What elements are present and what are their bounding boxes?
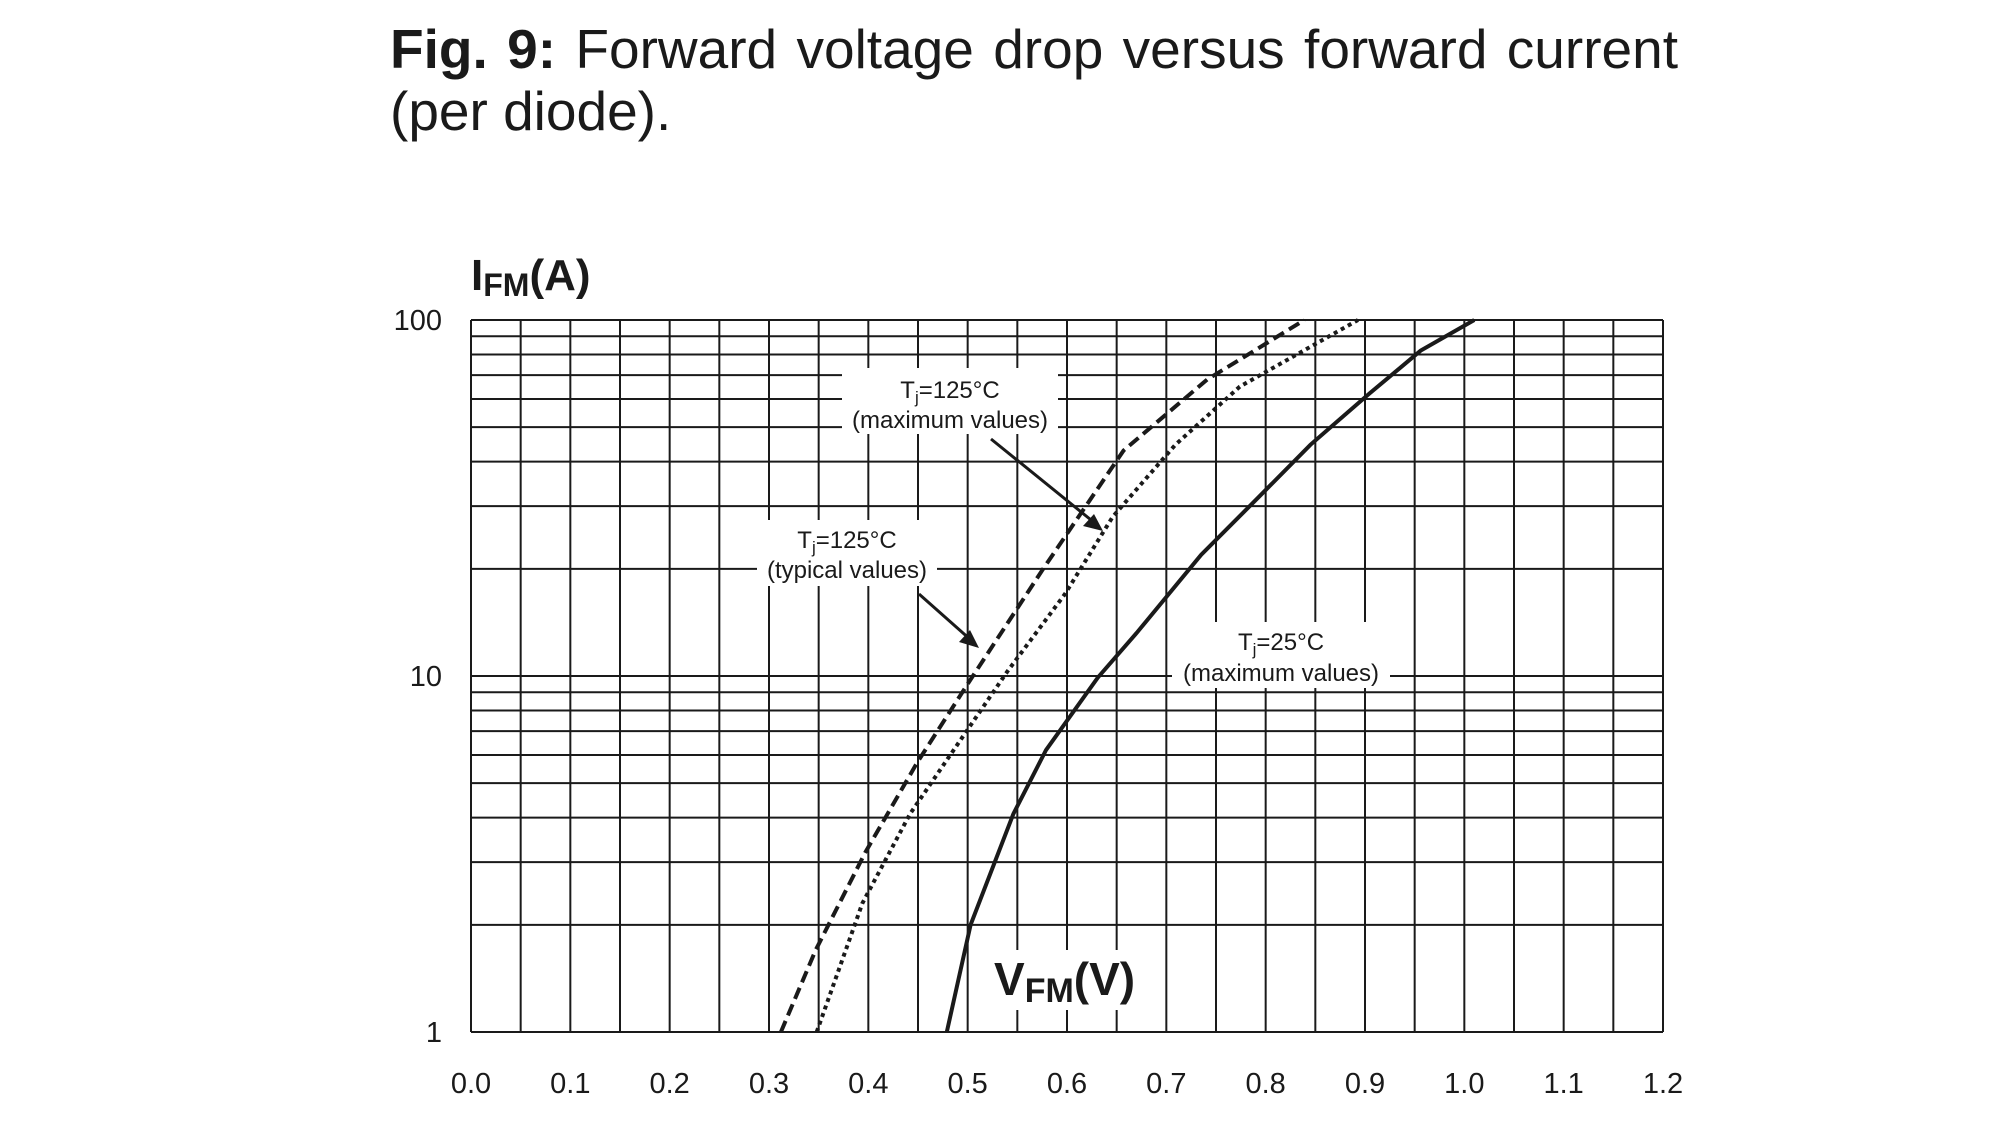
x-tick-label: 0.9	[1345, 1068, 1385, 1100]
x-tick-label: 1.1	[1544, 1068, 1584, 1100]
svg-text:Tj=25°C: Tj=25°C	[1238, 629, 1324, 659]
arrow-icon	[990, 437, 1097, 526]
x-tick-label: 0.4	[848, 1068, 888, 1100]
x-tick-label: 0.6	[1047, 1068, 1087, 1100]
grid	[470, 319, 1664, 1033]
x-tick-label: 0.1	[550, 1068, 590, 1100]
arrow-icon	[918, 592, 973, 643]
svg-text:(maximum values): (maximum values)	[1183, 660, 1379, 687]
figure-label: Fig. 9:	[390, 18, 557, 80]
x-axis-label: VFM(V)	[990, 950, 1140, 1010]
y-axis-label: IFM(A)	[471, 251, 591, 303]
annotation-125c-typical: Tj=125°C (typical values)	[757, 520, 979, 648]
y-tick-label: 10	[410, 661, 442, 693]
svg-text:Tj=125°C: Tj=125°C	[797, 527, 896, 557]
x-tick-label: 0.8	[1246, 1068, 1286, 1100]
svg-text:(typical values): (typical values)	[767, 557, 927, 584]
x-tick-label: 1.2	[1643, 1068, 1683, 1100]
series-line-solid	[944, 318, 1476, 1033]
svg-text:VFM(V): VFM(V)	[994, 953, 1135, 1010]
figure-caption-text: Forward voltage drop versus forward curr…	[390, 18, 1678, 142]
svg-text:(maximum values): (maximum values)	[852, 407, 1048, 434]
curves	[779, 318, 1476, 1033]
figure-caption: Fig. 9: Forward voltage drop versus forw…	[390, 18, 1678, 142]
y-tick-label: 1	[426, 1017, 442, 1049]
x-tick-label: 0.3	[749, 1068, 789, 1100]
series-line-dashed	[779, 318, 1306, 1033]
annotation-25c-max: Tj=25°C (maximum values)	[1172, 622, 1390, 688]
annotation-125c-max: Tj=125°C (maximum values)	[842, 368, 1103, 531]
x-tick-label: 0.2	[650, 1068, 690, 1100]
svg-text:Tj=125°C: Tj=125°C	[900, 377, 999, 407]
x-tick-label: 1.0	[1444, 1068, 1484, 1100]
x-tick-label: 0.0	[451, 1068, 491, 1100]
x-tick-label: 0.7	[1146, 1068, 1186, 1100]
y-tick-label: 100	[394, 305, 442, 337]
x-tick-label: 0.5	[948, 1068, 988, 1100]
tick-labels: 0.0 0.1 0.2 0.3 0.4 0.5 0.6 0.7 0.8 0.9 1.0 1.1 1.2 1…	[394, 305, 1684, 1100]
series-line-dotted	[814, 318, 1359, 1033]
